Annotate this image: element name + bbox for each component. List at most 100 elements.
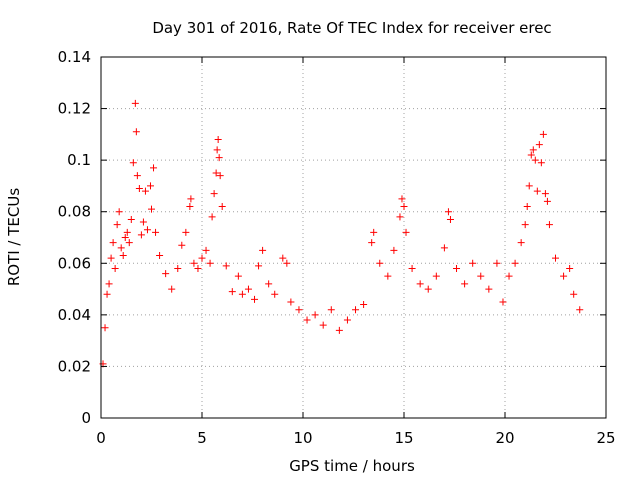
data-point [287,298,295,306]
data-point [352,306,360,314]
data-point [424,285,432,293]
data-point [493,259,501,267]
data-point [566,264,574,272]
y-tick-label: 0.12 [58,100,91,118]
data-point [194,264,202,272]
data-point [396,213,404,221]
data-point [127,215,135,223]
data-point [416,280,424,288]
data-point [271,290,279,298]
data-point [477,272,485,280]
data-point [162,270,170,278]
data-point [101,324,109,332]
data-point [400,203,408,211]
data-point [190,259,198,267]
data-point [370,228,378,236]
data-point [469,259,477,267]
data-point [576,306,584,314]
data-point [139,218,147,226]
grid-lines [101,57,606,418]
data-point [186,203,194,211]
data-point [156,252,164,260]
data-point [146,182,154,190]
data-point [143,226,151,234]
data-point [206,259,214,267]
data-point [213,146,221,154]
data-point [295,306,303,314]
data-point [105,280,113,288]
data-point [135,185,143,193]
data-point [208,213,216,221]
x-tick-label: 5 [197,429,207,447]
x-tick-label: 25 [596,429,615,447]
data-point [368,239,376,247]
data-point [131,99,139,107]
data-point [376,259,384,267]
data-point [527,151,535,159]
chart-title: Day 301 of 2016, Rate Of TEC Index for r… [152,19,551,37]
data-point [137,231,145,239]
y-tick-label: 0.02 [58,357,91,375]
data-point [182,228,190,236]
data-point [218,203,226,211]
data-point [529,146,537,154]
data-point [132,128,140,136]
data-point [343,316,351,324]
data-point [141,187,149,195]
data-point [202,246,210,254]
data-point [187,195,195,203]
data-point [216,172,224,180]
y-axis-label: ROTI / TECUs [5,188,23,286]
data-point [319,321,327,329]
data-point [150,164,158,172]
data-point [119,252,127,260]
data-point [178,241,186,249]
data-point [535,141,543,149]
data-point [152,228,160,236]
data-point [279,254,287,262]
x-tick-label: 0 [96,429,106,447]
data-point [539,130,547,138]
data-point [311,311,319,319]
data-point [517,239,525,247]
data-point [327,306,335,314]
data-point [259,246,267,254]
y-tick-label: 0.08 [58,203,91,221]
y-tick-label: 0.14 [58,48,91,66]
data-point [446,215,454,223]
data-point [123,228,131,236]
data-point [222,262,230,270]
data-point [244,285,252,293]
y-tick-label: 0.1 [67,151,91,169]
data-point [485,285,493,293]
x-axis-label: GPS time / hours [289,457,415,475]
data-point [521,221,529,229]
data-point [560,272,568,280]
data-point [533,187,541,195]
data-point [125,239,133,247]
data-point [238,290,246,298]
data-point [283,259,291,267]
y-tick-label: 0.06 [58,254,91,272]
data-point [444,208,452,216]
axis-ticks [100,56,607,419]
y-tick-label: 0.04 [58,306,91,324]
data-point [168,285,176,293]
data-point [384,272,392,280]
data-point [109,239,117,247]
data-point [545,221,553,229]
data-point [552,254,559,262]
data-point [505,272,513,280]
data-point [390,246,398,254]
data-point [255,262,263,270]
data-point [174,264,182,272]
data-point [212,169,220,177]
data-point [133,172,141,180]
data-point [523,203,531,211]
data-point [234,272,242,280]
data-point [543,197,551,205]
data-point [228,288,236,296]
data-point [303,316,311,324]
data-point [107,254,115,262]
